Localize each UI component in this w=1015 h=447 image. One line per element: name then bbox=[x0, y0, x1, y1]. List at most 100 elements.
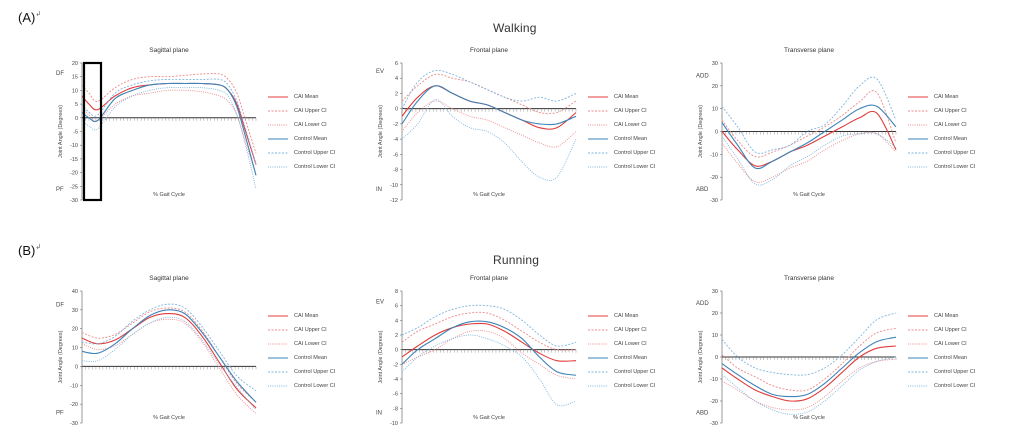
legend-item: Control Lower CI bbox=[908, 379, 975, 393]
legend-swatch bbox=[908, 110, 928, 112]
legend-swatch bbox=[588, 152, 608, 154]
legend-item: Control Lower CI bbox=[268, 160, 335, 174]
y-tick-label: 10 bbox=[712, 107, 718, 113]
legend-item: Control Lower CI bbox=[588, 160, 655, 174]
legend-item: Control Mean bbox=[908, 132, 975, 146]
y-tick-label: 10 bbox=[72, 88, 78, 94]
legend-item: CAI Upper CI bbox=[268, 323, 335, 337]
legend-swatch bbox=[908, 138, 928, 140]
legend-item: Control Lower CI bbox=[588, 379, 655, 393]
legend-item: Control Lower CI bbox=[908, 160, 975, 174]
legend: CAI Mean CAI Upper CI CAI Lower CI Control … bbox=[588, 309, 655, 393]
y-axis-label: Joint Angle (Degrees) bbox=[58, 330, 64, 383]
legend-swatch bbox=[588, 343, 608, 345]
legend-item: CAI Lower CI bbox=[268, 337, 335, 351]
y-tick-label: 20 bbox=[72, 327, 78, 333]
legend-item: CAI Mean bbox=[908, 90, 975, 104]
legend-swatch bbox=[908, 315, 928, 317]
y-tick-label: -12 bbox=[390, 198, 398, 204]
legend-label: Control Lower CI bbox=[614, 164, 656, 170]
y-tick-label: -8 bbox=[393, 406, 398, 412]
y-tick-label: -10 bbox=[710, 377, 718, 383]
y-tick-label: 0 bbox=[395, 107, 398, 113]
series-line-cai bbox=[401, 322, 577, 362]
series-line-ctl bbox=[401, 85, 577, 126]
series-line-cai_up bbox=[401, 311, 577, 351]
legend-label: Control Mean bbox=[934, 136, 968, 142]
legend-item: CAI Upper CI bbox=[588, 104, 655, 118]
legend-item: Control Upper CI bbox=[588, 146, 655, 160]
y-tick-label: -4 bbox=[393, 377, 398, 383]
legend-label: CAI Lower CI bbox=[934, 341, 967, 347]
legend-label: Control Lower CI bbox=[934, 383, 976, 389]
series-line-ctl_lo bbox=[401, 334, 577, 407]
y-tick-label: 30 bbox=[72, 308, 78, 314]
legend-item: CAI Lower CI bbox=[908, 337, 975, 351]
legend-swatch bbox=[588, 315, 608, 317]
legend-item: CAI Mean bbox=[908, 309, 975, 323]
legend-item: CAI Upper CI bbox=[588, 323, 655, 337]
series-line-ctl_up bbox=[401, 304, 577, 347]
panel-b-label: (B)↲ bbox=[18, 243, 42, 258]
y-axis-label: Joint Angle (Degrees) bbox=[698, 105, 704, 158]
y-tick-label: -6 bbox=[393, 392, 398, 398]
legend-swatch bbox=[908, 357, 928, 359]
y-axis-label: Joint Angle (Degrees) bbox=[378, 105, 384, 158]
top-direction-label: EV bbox=[376, 300, 384, 306]
y-tick-label: -20 bbox=[710, 175, 718, 181]
legend-item: CAI Mean bbox=[268, 90, 335, 104]
y-axis-label: Joint Angle (Degrees) bbox=[58, 105, 64, 158]
legend-swatch bbox=[908, 166, 928, 168]
series-line-cai_up bbox=[81, 307, 257, 403]
legend-swatch bbox=[908, 152, 928, 154]
legend-swatch bbox=[268, 329, 288, 331]
series-line-cai_up bbox=[81, 73, 257, 154]
legend-label: CAI Mean bbox=[614, 313, 639, 319]
y-tick-label: 0 bbox=[715, 130, 718, 136]
legend-swatch bbox=[268, 110, 288, 112]
x-axis-label: % Gait Cycle bbox=[793, 192, 825, 198]
y-tick-label: 20 bbox=[712, 84, 718, 90]
legend-swatch bbox=[588, 166, 608, 168]
legend-label: CAI Upper CI bbox=[614, 108, 647, 114]
legend-label: CAI Upper CI bbox=[934, 108, 967, 114]
legend-label: CAI Upper CI bbox=[294, 327, 327, 333]
series-line-cai bbox=[81, 313, 257, 409]
legend-label: CAI Mean bbox=[294, 313, 319, 319]
legend-label: Control Lower CI bbox=[614, 383, 656, 389]
y-tick-label: -5 bbox=[73, 130, 78, 136]
legend-item: Control Mean bbox=[588, 132, 655, 146]
walking-sagittal-chart: Sagittal plane 20 15 10 5 0 -5 -10 -15 -20 -25 -30 D… bbox=[56, 47, 257, 204]
x-axis-label: % Gait Cycle bbox=[473, 192, 505, 198]
y-tick-label: -6 bbox=[393, 152, 398, 158]
legend-swatch bbox=[268, 124, 288, 126]
y-tick-label: 2 bbox=[395, 333, 398, 339]
series-line-cai_lo bbox=[81, 89, 257, 176]
x-axis-label: % Gait Cycle bbox=[793, 415, 825, 421]
series-line-cai_up bbox=[401, 73, 577, 115]
legend-label: CAI Mean bbox=[934, 94, 959, 100]
top-direction-label: DF bbox=[56, 303, 64, 309]
x-axis-label: % Gait Cycle bbox=[473, 415, 505, 421]
y-tick-label: 4 bbox=[395, 318, 398, 324]
legend-swatch bbox=[268, 96, 288, 98]
legend-item: Control Mean bbox=[588, 351, 655, 365]
series-line-ctl_lo bbox=[81, 316, 257, 411]
legend-label: Control Upper CI bbox=[934, 150, 976, 156]
legend-item: Control Mean bbox=[268, 132, 335, 146]
legend-label: Control Upper CI bbox=[614, 150, 656, 156]
series-line-ctl bbox=[81, 82, 257, 176]
walking-transverse-chart: Transverse plane 30 20 10 0 -10 -20 -30 ADD ABD Jo… bbox=[696, 47, 897, 204]
series-line-cai_lo bbox=[401, 100, 577, 148]
legend-item: Control Upper CI bbox=[268, 146, 335, 160]
legend-item: Control Upper CI bbox=[588, 365, 655, 379]
y-tick-label: -10 bbox=[70, 383, 78, 389]
legend-label: Control Mean bbox=[294, 136, 328, 142]
bottom-direction-label: ABD bbox=[696, 187, 709, 193]
legend-label: CAI Mean bbox=[934, 313, 959, 319]
legend-swatch bbox=[268, 166, 288, 168]
y-tick-label: -30 bbox=[710, 198, 718, 204]
legend-label: CAI Mean bbox=[294, 94, 319, 100]
legend-label: Control Mean bbox=[614, 355, 648, 361]
